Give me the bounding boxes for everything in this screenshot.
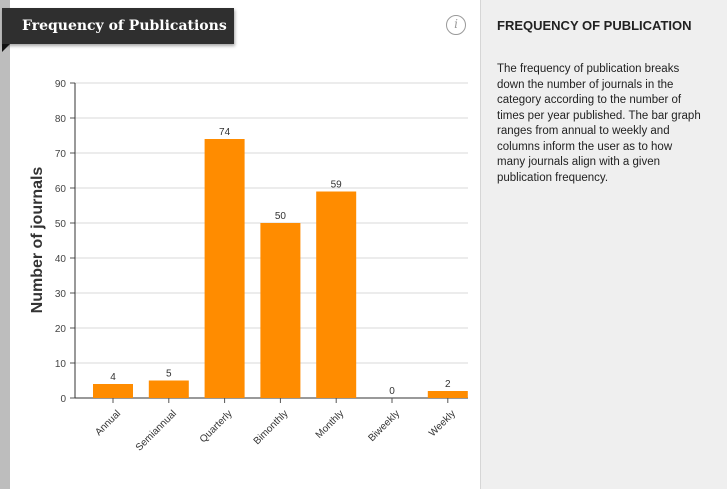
y-tick-label: 90: [55, 79, 67, 90]
x-tick-label: Annual: [93, 408, 123, 438]
y-tick-label: 70: [55, 149, 67, 160]
y-tick-label: 60: [55, 184, 67, 195]
data-label: 59: [331, 180, 343, 191]
bar: [427, 391, 468, 398]
data-label: 2: [445, 379, 451, 390]
banner-fold: [2, 44, 10, 52]
y-tick-label: 50: [55, 219, 67, 230]
bar: [204, 139, 245, 398]
x-tick-label: Bimonthly: [252, 408, 291, 447]
window-edge: [0, 0, 10, 489]
x-tick-label: Weekly: [427, 408, 458, 439]
info-icon[interactable]: i: [446, 15, 466, 35]
y-tick-label: 20: [55, 324, 67, 335]
chart-panel: [10, 0, 480, 489]
y-tick-label: 10: [55, 359, 67, 370]
x-tick-label: Monthly: [314, 408, 347, 441]
description-title: FREQUENCY OF PUBLICATION: [497, 18, 692, 33]
description-text: The frequency of publication breaks down…: [497, 63, 701, 184]
y-axis-title: Number of journals: [29, 167, 46, 314]
x-tick-label: Biweekly: [366, 408, 402, 444]
x-tick-label: Semiannual: [134, 408, 179, 453]
panel-title: Frequency of Publications: [2, 8, 234, 44]
data-label: 50: [275, 211, 287, 222]
y-tick-label: 30: [55, 289, 67, 300]
bar: [148, 380, 189, 398]
bar: [316, 191, 357, 398]
x-tick-label: Quarterly: [198, 408, 235, 445]
y-tick-label: 40: [55, 254, 67, 265]
description-panel: [480, 0, 727, 489]
y-tick-label: 0: [60, 394, 66, 405]
data-label: 4: [110, 372, 116, 383]
y-tick-label: 80: [55, 114, 67, 125]
bar: [93, 384, 133, 398]
bar-chart: 01020304050607080904Annual5Semiannual74Q…: [29, 79, 468, 453]
data-label: 0: [389, 386, 395, 397]
data-label: 5: [166, 369, 172, 380]
bar: [260, 223, 301, 398]
data-label: 74: [219, 127, 231, 138]
